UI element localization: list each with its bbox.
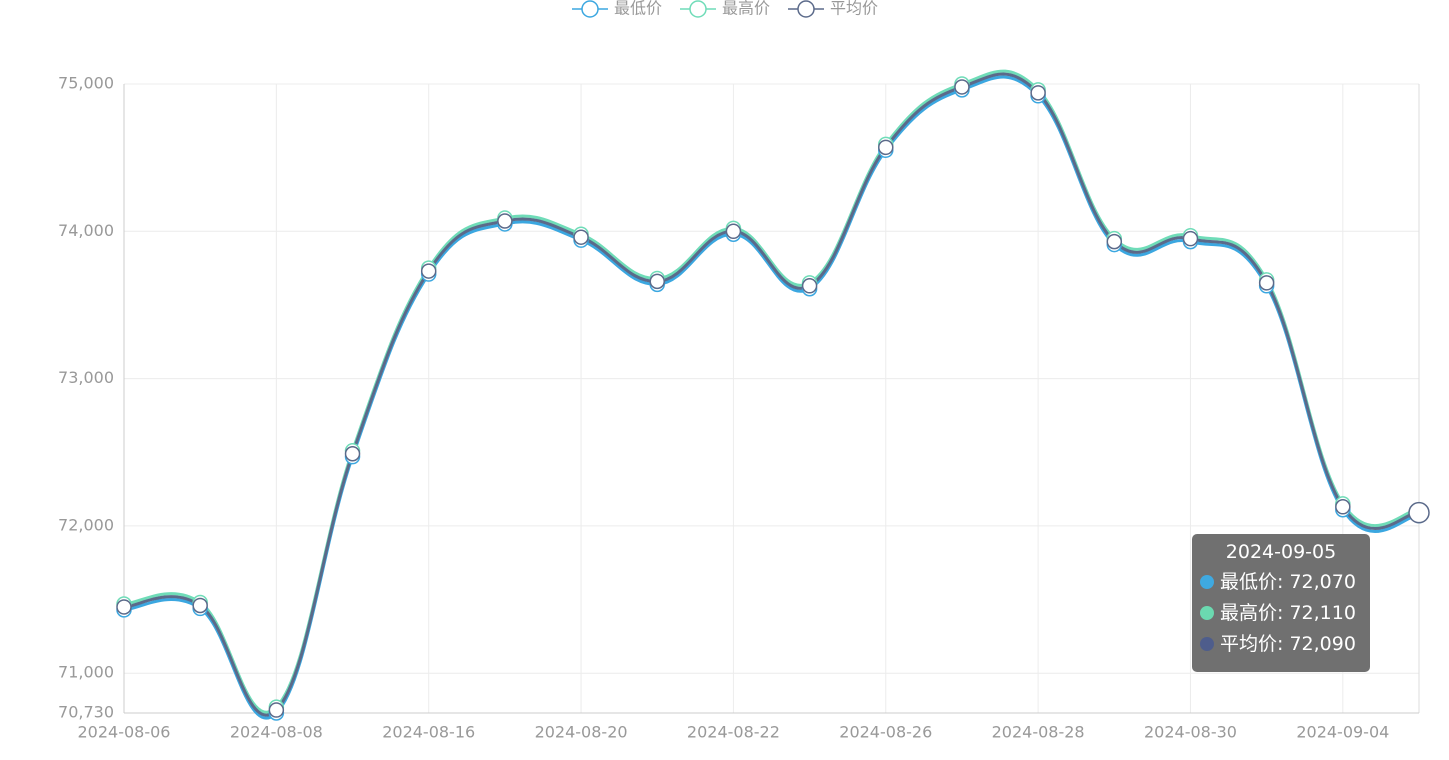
tooltip-series: 平均价 — [1220, 633, 1278, 655]
tooltip-series: 最低价 — [1220, 571, 1278, 593]
point — [344, 445, 361, 462]
x-tick-label: 2024-08-08 — [230, 723, 323, 742]
y-tick-label: 70,730 — [58, 703, 114, 722]
tooltip-series: 最高价 — [1220, 602, 1278, 624]
point — [420, 263, 437, 279]
point — [573, 229, 589, 245]
point — [268, 702, 285, 718]
point — [1258, 275, 1275, 291]
point — [1182, 230, 1199, 247]
x-tick-label: 2024-08-16 — [382, 723, 475, 742]
point — [192, 597, 208, 614]
point — [649, 273, 665, 290]
tooltip-value: 72,090 — [1289, 633, 1356, 655]
tooltip-row: 平均价: 72,090 — [1200, 629, 1362, 660]
x-tick-label: 2024-08-06 — [78, 723, 171, 742]
tooltip-value: 72,070 — [1289, 571, 1356, 593]
series-line — [123, 72, 1420, 717]
point — [954, 79, 970, 95]
point — [1030, 85, 1046, 101]
x-tick-label: 2024-09-04 — [1296, 723, 1389, 742]
y-tick-label: 73,000 — [58, 368, 114, 387]
point — [801, 278, 818, 294]
legend-marker — [689, 0, 707, 18]
y-tick-label: 71,000 — [58, 663, 114, 682]
y-tick-label: 75,000 — [58, 74, 114, 93]
x-tick-label: 2024-08-22 — [687, 723, 780, 742]
legend-marker — [797, 0, 815, 18]
x-tick-label: 2024-08-30 — [1144, 723, 1237, 742]
point — [1408, 501, 1430, 524]
x-tick-label: 2024-08-26 — [839, 723, 932, 742]
point — [1335, 499, 1351, 515]
tooltip-row: 最低价: 72,070 — [1200, 567, 1362, 598]
tooltip-dot — [1200, 575, 1214, 589]
tooltip-row: 最高价: 72,110 — [1200, 598, 1362, 629]
y-tick-label: 74,000 — [58, 221, 114, 240]
point — [725, 223, 742, 240]
legend-label: 最高价 — [722, 0, 770, 18]
legend-label: 平均价 — [830, 0, 878, 18]
tooltip-dot — [1200, 606, 1214, 620]
legend-label: 最低价 — [614, 0, 662, 18]
tooltip: 2024-09-05 最低价: 72,070 最高价: 72,110 平均价: … — [1192, 534, 1370, 672]
x-tick-label: 2024-08-28 — [992, 723, 1085, 742]
tooltip-dot — [1200, 637, 1214, 651]
x-tick-label: 2024-08-20 — [535, 723, 628, 742]
tooltip-title: 2024-09-05 — [1225, 541, 1337, 563]
point — [116, 599, 132, 615]
point — [1106, 233, 1123, 250]
tooltip-value: 72,110 — [1289, 602, 1356, 624]
point — [497, 213, 513, 229]
y-tick-label: 72,000 — [58, 515, 114, 534]
legend-marker — [581, 0, 599, 18]
point — [878, 139, 894, 156]
